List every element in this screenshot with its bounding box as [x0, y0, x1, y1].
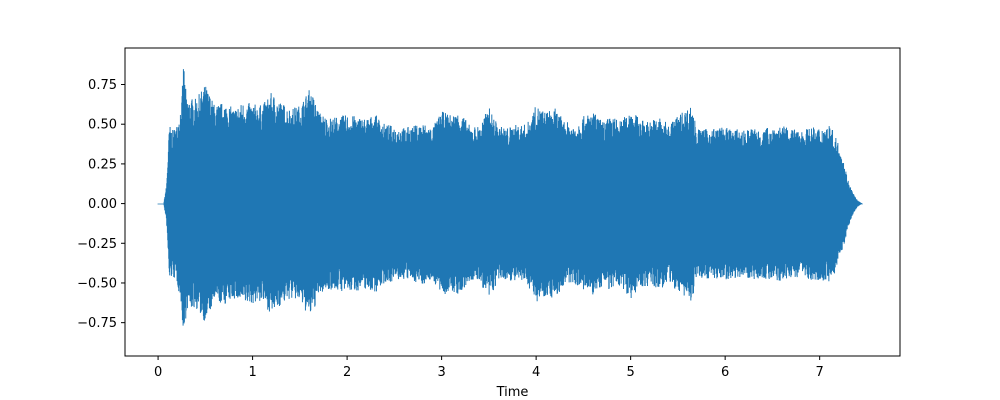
y-axis: 0.75 0.50 0.25 0.00 −0.25 −0.50 −0.75	[77, 78, 125, 331]
x-axis-label: Time	[496, 385, 529, 400]
x-tick-label: 6	[721, 365, 729, 380]
x-tick-label: 4	[532, 365, 540, 380]
y-tick-label: 0.25	[88, 157, 117, 172]
plot-frame	[124, 47, 901, 357]
y-tick-label: 0.50	[88, 118, 117, 133]
x-axis: 0 1 2 3 4 5 6 7	[154, 356, 824, 380]
y-tick-label: −0.25	[77, 237, 117, 252]
x-tick-label: 0	[154, 365, 162, 380]
x-tick-label: 1	[248, 365, 256, 380]
x-tick-label: 3	[437, 365, 445, 380]
x-tick-label: 2	[343, 365, 351, 380]
y-tick-label: 0.00	[88, 197, 117, 212]
waveform-path	[157, 69, 863, 326]
y-tick-label: −0.75	[77, 316, 117, 331]
x-tick-label: 7	[816, 365, 824, 380]
x-tick-label: 5	[626, 365, 634, 380]
waveform-series	[157, 69, 863, 326]
y-tick-label: 0.75	[88, 78, 117, 93]
y-tick-label: −0.50	[77, 276, 117, 291]
